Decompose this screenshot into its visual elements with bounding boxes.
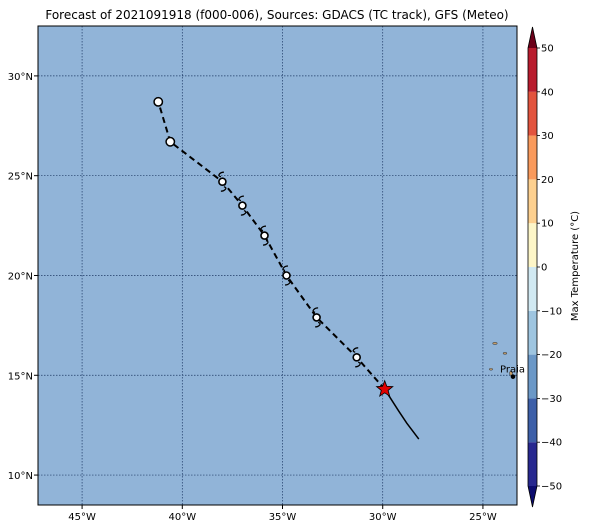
colorbar-tick-label: −10 [541, 306, 562, 317]
island-shape [524, 342, 527, 345]
hurricane-arm-top [218, 171, 224, 178]
tick-label-lat: 30°N [8, 72, 33, 83]
track-point-circle [165, 136, 176, 147]
past-track-line [384, 388, 420, 440]
colorbar-band [528, 91, 537, 136]
tick-label-lon: 25°W [469, 512, 497, 523]
colorbar-band [528, 267, 537, 311]
colorbar-band [528, 135, 537, 180]
tick-label-lon: 30°W [369, 512, 397, 523]
colorbar-band [528, 354, 537, 399]
tick-label-lat: 25°N [8, 172, 33, 183]
colorbar-tick-label: 0 [541, 263, 547, 274]
tick-label-lon: 45°W [68, 512, 96, 523]
colorbar-band [528, 223, 537, 267]
hurricane-symbol-icon [218, 171, 227, 192]
colorbar-over-triangle [528, 27, 537, 48]
tick-label-lat: 10°N [8, 471, 33, 482]
colorbar-band [528, 310, 537, 355]
storm-track [153, 96, 420, 440]
colorbar-tick-label: 30 [541, 131, 554, 142]
hurricane-symbol-icon [238, 195, 247, 216]
hurricane-symbol-icon [282, 265, 291, 286]
city-label-praia: Praia [500, 365, 525, 376]
colorbar-tick-label: −50 [541, 482, 562, 493]
colorbar-band [528, 398, 537, 443]
island-shape [489, 368, 493, 371]
colorbar-tick-label: −20 [541, 350, 562, 361]
land-features [489, 342, 527, 379]
axis-ticks: 45°W 40°W 35°W 30°W 25°W 10°N 15°N 20°N 25°N 30°N [8, 72, 497, 523]
tick-label-lon: 35°W [269, 512, 297, 523]
colorbar-tick-label: −30 [541, 394, 562, 405]
island-shape [509, 370, 513, 376]
hurricane-arm-top [352, 347, 359, 353]
city-marker-praia [510, 374, 516, 379]
hurricane-eye [260, 231, 269, 240]
hurricane-symbol-icon [352, 347, 362, 368]
hurricane-arm-bottom [355, 361, 361, 368]
forecast-track-line [157, 101, 386, 390]
tick-label-lat: 15°N [8, 371, 33, 382]
island-shape [492, 342, 498, 345]
colorbar-tick-label: 20 [541, 175, 554, 186]
colorbar-label: Max Temperature (°C) [570, 211, 581, 321]
hurricane-eye [352, 352, 362, 362]
hurricane-arm-top [282, 265, 289, 272]
hurricane-arm-bottom [220, 186, 227, 192]
colorbar: −50 −40 −30 −20 −10 0 10 20 30 40 50 [527, 26, 562, 508]
chart-title: Forecast of 2021091918 (f000-006), Sourc… [45, 8, 508, 22]
colorbar-band [528, 442, 537, 486]
colorbar-under-triangle [528, 486, 537, 507]
hurricane-symbol-icon [312, 307, 321, 328]
colorbar-tick-label: 10 [541, 219, 554, 230]
map-panel: 45°W 40°W 35°W 30°W 25°W 10°N 15°N 20°N 25°N 30°N… [8, 25, 527, 523]
hurricane-arm-top [260, 225, 267, 232]
tick-label-lat: 20°N [8, 271, 33, 282]
colorbar-band [528, 48, 537, 92]
colorbar-tick-label: 40 [541, 87, 554, 98]
island-shape [522, 356, 525, 360]
hurricane-eye [238, 201, 247, 210]
gridlines [38, 26, 517, 505]
hurricane-arm-bottom [284, 279, 291, 286]
colorbar-tick-label: −40 [541, 438, 562, 449]
hurricane-eye [218, 177, 227, 186]
hurricane-arm-top [312, 307, 319, 314]
island-shape [502, 352, 508, 355]
colorbar-band [528, 179, 537, 224]
hurricane-arm-bottom [240, 209, 247, 216]
tick-label-lon: 40°W [168, 512, 196, 523]
hurricane-arm-bottom [262, 239, 269, 246]
map-frame [37, 25, 518, 506]
hurricane-eye [282, 271, 291, 280]
ocean-background [38, 26, 517, 505]
hurricane-arm-top [238, 195, 244, 202]
track-point-circle [153, 96, 164, 107]
hurricane-eye [312, 313, 321, 322]
hurricane-symbol-icon [260, 225, 269, 246]
current-position-star-icon [375, 379, 394, 398]
hurricane-arm-bottom [315, 321, 321, 328]
colorbar-tick-label: 50 [541, 44, 554, 55]
